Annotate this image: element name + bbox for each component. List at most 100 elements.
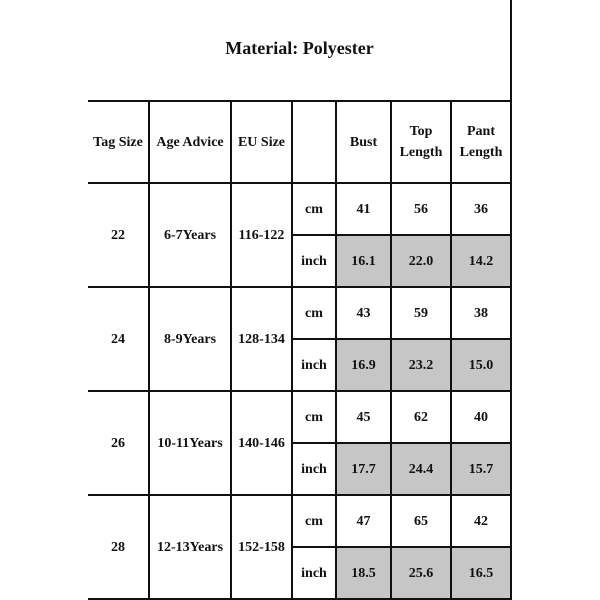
cell-pant-length-inch: 15.7 (452, 444, 512, 496)
cell-bust-cm-text: 45 (356, 409, 371, 425)
header-age-advice-text: Age Advice (156, 134, 224, 150)
cell-pant-length-inch-text: 15.0 (468, 357, 494, 373)
cell-age-advice-text: 10-11Years (157, 435, 223, 451)
header-age-advice: Age Advice (150, 102, 232, 184)
cell-age-advice: 8-9Years (150, 288, 232, 392)
header-top-length: Top Length (392, 102, 452, 184)
header-top-length-text: Top Length (399, 124, 443, 160)
table-top-border (88, 100, 512, 102)
cell-top-length-cm: 62 (392, 392, 452, 444)
cell-pant-length-cm: 36 (452, 184, 512, 236)
cell-unit-inch-text: inch (301, 461, 327, 477)
cell-bust-cm-text: 47 (356, 513, 371, 529)
cell-top-length-inch: 23.2 (392, 340, 452, 392)
cell-top-length-cm-text: 65 (414, 513, 428, 529)
cell-tag-size: 26 (88, 392, 150, 496)
cell-pant-length-inch-text: 15.7 (468, 461, 494, 477)
cell-eu-size-text: 116-122 (238, 227, 285, 243)
cell-pant-length-cm-text: 38 (474, 305, 488, 321)
cell-age-advice: 10-11Years (150, 392, 232, 496)
cell-age-advice: 6-7Years (150, 184, 232, 288)
cell-pant-length-cm-text: 40 (474, 409, 488, 425)
cell-age-advice-text: 6-7Years (163, 227, 217, 243)
cell-bust-inch: 17.7 (337, 444, 392, 496)
cell-tag-size-text: 26 (111, 435, 125, 451)
cell-top-length-inch: 22.0 (392, 236, 452, 288)
cell-bust-inch: 16.9 (337, 340, 392, 392)
cell-pant-length-cm: 40 (452, 392, 512, 444)
cell-pant-length-inch: 14.2 (452, 236, 512, 288)
cell-unit-inch-text: inch (301, 253, 327, 269)
cell-top-length-cm: 59 (392, 288, 452, 340)
cell-top-length-inch-text: 22.0 (408, 253, 434, 269)
cell-eu-size-text: 128-134 (238, 331, 285, 347)
cell-pant-length-inch-text: 14.2 (468, 253, 494, 269)
cell-top-length-cm-text: 56 (414, 201, 428, 217)
cell-unit-cm-text: cm (305, 409, 323, 425)
cell-top-length-inch-text: 23.2 (408, 357, 434, 373)
cell-eu-size: 152-158 (232, 496, 293, 600)
cell-tag-size-text: 28 (111, 539, 125, 555)
cell-top-length-inch-text: 24.4 (408, 461, 434, 477)
header-bust: Bust (337, 102, 392, 184)
cell-pant-length-cm-text: 42 (474, 513, 488, 529)
cell-eu-size: 128-134 (232, 288, 293, 392)
header-unit (293, 102, 337, 184)
header-tag-size-text: Tag Size (93, 134, 143, 150)
cell-age-advice-text: 8-9Years (163, 331, 217, 347)
cell-pant-length-inch: 15.0 (452, 340, 512, 392)
cell-unit-inch: inch (293, 340, 337, 392)
cell-bust-inch-text: 16.9 (351, 357, 376, 373)
cell-eu-size: 116-122 (232, 184, 293, 288)
cell-pant-length-cm: 42 (452, 496, 512, 548)
cell-unit-cm: cm (293, 392, 337, 444)
cell-unit-inch: inch (293, 236, 337, 288)
cell-top-length-inch: 24.4 (392, 444, 452, 496)
cell-bust-cm-text: 43 (356, 305, 371, 321)
cell-eu-size-text: 140-146 (238, 435, 285, 451)
right-border (510, 0, 512, 102)
cell-unit-cm-text: cm (305, 201, 323, 217)
cell-top-length-inch-text: 25.6 (408, 565, 434, 581)
cell-top-length-inch: 25.6 (392, 548, 452, 600)
cell-top-length-cm-text: 59 (414, 305, 428, 321)
header-bust-text: Bust (349, 134, 378, 150)
header-pant-length-text: Pant Length (459, 124, 503, 160)
material-title: Material: Polyester (225, 38, 374, 58)
cell-bust-inch: 18.5 (337, 548, 392, 600)
cell-unit-inch-text: inch (301, 357, 327, 373)
cell-pant-length-cm: 38 (452, 288, 512, 340)
cell-unit-inch: inch (293, 444, 337, 496)
cell-tag-size: 24 (88, 288, 150, 392)
cell-top-length-cm-text: 62 (414, 409, 428, 425)
cell-bust-cm: 43 (337, 288, 392, 340)
cell-unit-inch-text: inch (301, 565, 327, 581)
cell-tag-size-text: 24 (111, 331, 125, 347)
cell-bust-cm: 45 (337, 392, 392, 444)
cell-bust-inch-text: 17.7 (351, 461, 376, 477)
cell-unit-inch: inch (293, 548, 337, 600)
cell-unit-cm: cm (293, 184, 337, 236)
cell-unit-cm: cm (293, 496, 337, 548)
cell-age-advice-text: 12-13Years (156, 539, 224, 555)
cell-bust-inch-text: 16.1 (351, 253, 376, 269)
cell-unit-cm-text: cm (305, 513, 323, 529)
cell-pant-length-cm-text: 36 (474, 201, 488, 217)
cell-top-length-cm: 56 (392, 184, 452, 236)
cell-bust-cm-text: 41 (356, 201, 371, 217)
cell-bust-inch-text: 18.5 (351, 565, 376, 581)
cell-eu-size: 140-146 (232, 392, 293, 496)
cell-bust-inch: 16.1 (337, 236, 392, 288)
cell-bust-cm: 47 (337, 496, 392, 548)
cell-unit-cm: cm (293, 288, 337, 340)
cell-pant-length-inch-text: 16.5 (468, 565, 494, 581)
header-eu-size: EU Size (232, 102, 293, 184)
cell-bust-cm: 41 (337, 184, 392, 236)
cell-tag-size: 22 (88, 184, 150, 288)
header-pant-length: Pant Length (452, 102, 512, 184)
cell-tag-size-text: 22 (111, 227, 125, 243)
cell-eu-size-text: 152-158 (238, 539, 285, 555)
header-eu-size-text: EU Size (237, 134, 286, 150)
cell-age-advice: 12-13Years (150, 496, 232, 600)
cell-unit-cm-text: cm (305, 305, 323, 321)
